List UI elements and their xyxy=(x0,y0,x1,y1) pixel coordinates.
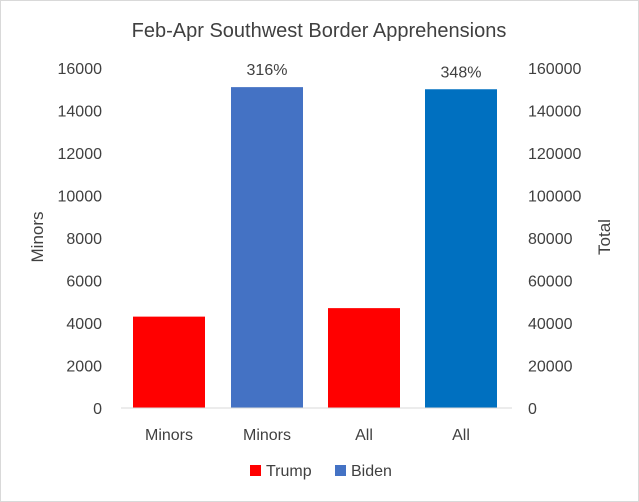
right-tick-label: 0 xyxy=(528,401,537,418)
right-tick-label: 100000 xyxy=(528,189,581,206)
left-axis-ticks: 0 2000 4000 6000 8000 10000 12000 14000 16000 xyxy=(58,61,103,418)
right-tick-label: 80000 xyxy=(528,231,573,248)
category-label: Minors xyxy=(145,427,193,444)
left-tick-label: 8000 xyxy=(66,231,102,248)
legend-swatch-biden xyxy=(335,465,346,476)
data-label: 348% xyxy=(441,64,482,81)
legend-swatch-trump xyxy=(250,465,261,476)
category-label: All xyxy=(452,427,470,444)
left-tick-label: 2000 xyxy=(66,359,102,376)
bar-group xyxy=(133,87,497,408)
left-tick-label: 6000 xyxy=(66,274,102,291)
category-label: All xyxy=(355,427,373,444)
category-labels: Minors Minors All All xyxy=(145,427,470,444)
legend-label-trump: Trump xyxy=(266,463,312,480)
legend: Trump Biden xyxy=(250,463,392,480)
right-tick-label: 140000 xyxy=(528,104,581,121)
bar-biden-all xyxy=(425,89,497,408)
right-tick-label: 20000 xyxy=(528,359,573,376)
left-tick-label: 4000 xyxy=(66,316,102,333)
category-label: Minors xyxy=(243,427,291,444)
right-axis-title: Total xyxy=(595,219,614,255)
left-tick-label: 10000 xyxy=(58,189,103,206)
bar-biden-minors xyxy=(231,87,303,408)
left-tick-label: 14000 xyxy=(58,104,103,121)
legend-label-biden: Biden xyxy=(351,463,392,480)
right-axis-ticks: 0 20000 40000 60000 80000 100000 120000 140000 1… xyxy=(528,61,581,418)
bar-trump-all xyxy=(328,308,400,408)
bar-trump-minors xyxy=(133,316,205,408)
right-tick-label: 40000 xyxy=(528,316,573,333)
right-tick-label: 60000 xyxy=(528,274,573,291)
left-axis-title: Minors xyxy=(28,211,47,262)
right-tick-label: 160000 xyxy=(528,61,581,78)
left-tick-label: 12000 xyxy=(58,146,103,163)
data-labels: 316% 348% xyxy=(247,62,482,81)
left-tick-label: 0 xyxy=(93,401,102,418)
right-tick-label: 120000 xyxy=(528,146,581,163)
data-label: 316% xyxy=(247,62,288,79)
chart-title: Feb-Apr Southwest Border Apprehensions xyxy=(132,20,507,42)
left-tick-label: 16000 xyxy=(58,61,103,78)
